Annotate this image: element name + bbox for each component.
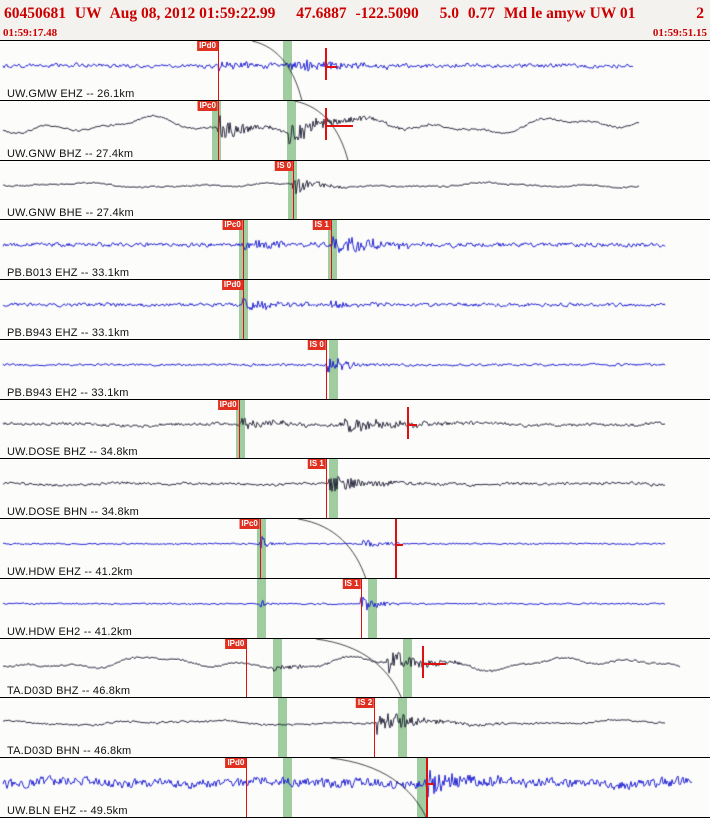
pick-line[interactable]	[217, 41, 219, 100]
trace-row[interactable]: UW.HDW EH2 -- 41.2km IS 1	[0, 578, 710, 639]
page-indicator: 2	[696, 4, 704, 22]
pick-label[interactable]: IPd0	[221, 280, 243, 291]
pick-label[interactable]: IS 1	[342, 578, 361, 589]
station-label: PB.B013 EHZ -- 33.1km	[7, 267, 130, 280]
waveform-canvas[interactable]	[0, 160, 710, 220]
trace-row[interactable]: TA.D03D BHZ -- 46.8km IPd0	[0, 638, 710, 699]
station-label: UW.DOSE BHN -- 34.8km	[7, 506, 139, 519]
depth: 5.0	[439, 4, 460, 22]
pick-label[interactable]: IPd0	[197, 41, 218, 51]
trace-list: UW.GMW EHZ -- 26.1km IPd0 UW.GNW BHZ -- …	[0, 40, 710, 818]
pick-line[interactable]	[330, 220, 332, 280]
trace-row[interactable]: UW.DOSE BHZ -- 34.8km IPd0	[0, 399, 710, 460]
station-label: UW.BLN EHZ -- 49.5km	[7, 804, 128, 817]
pick-line[interactable]	[242, 280, 244, 339]
waveform-canvas[interactable]	[0, 519, 710, 578]
trace-row[interactable]: UW.DOSE BHN -- 34.8km IS 1	[0, 459, 710, 520]
pick-label[interactable]: IPc0	[222, 220, 243, 231]
pick-label[interactable]: IPd0	[225, 638, 247, 649]
trace-row[interactable]: TA.D03D BHN -- 46.8km IS 2	[0, 698, 710, 759]
pick-line[interactable]	[360, 578, 362, 638]
waveform-canvas[interactable]	[0, 459, 710, 519]
trace-row[interactable]: PB.B943 EHZ -- 33.1km IPd0	[0, 280, 710, 340]
coda-flag-bar	[406, 424, 417, 427]
waveform-canvas[interactable]	[0, 698, 710, 758]
waveform-canvas[interactable]	[0, 638, 710, 698]
station-label: PB.B943 EH2 -- 33.1km	[7, 386, 129, 399]
trace-row[interactable]: UW.HDW EHZ -- 41.2km IPc0	[0, 519, 710, 579]
waveform-canvas[interactable]	[0, 41, 710, 100]
coda-flag-bar	[325, 65, 338, 68]
station-label: UW.GNW BHZ -- 27.4km	[7, 147, 134, 160]
coda-flag[interactable]	[421, 645, 424, 679]
window-start-time: 01:59:17.48	[3, 27, 58, 39]
trace-row[interactable]: UW.GNW BHE -- 27.4km IS 0	[0, 160, 710, 221]
pick-label[interactable]: IS 1	[312, 220, 331, 231]
pick-label[interactable]: IPc0	[239, 519, 260, 530]
station-label: UW.HDW EH2 -- 41.2km	[7, 625, 133, 638]
pick-line[interactable]	[242, 220, 244, 280]
pick-label[interactable]: IPd0	[225, 758, 247, 769]
station-label: TA.D03D BHN -- 46.8km	[7, 745, 132, 758]
pick-line[interactable]	[238, 399, 240, 459]
pick-label[interactable]: IS 0	[274, 160, 294, 171]
pick-label[interactable]: IS 0	[307, 339, 326, 350]
coda-flag[interactable]	[394, 519, 397, 578]
time-range-bar: 01:59:17.48 01:59:51.15	[0, 27, 710, 40]
station-label: UW.DOSE BHZ -- 34.8km	[7, 446, 138, 459]
station-label: UW.GMW EHZ -- 26.1km	[7, 87, 135, 100]
station-label: UW.GNW BHE -- 27.4km	[7, 207, 134, 220]
waveform-canvas[interactable]	[0, 758, 710, 817]
event-summary: 60450681 UW Aug 08, 2012 01:59:22.99 47.…	[4, 5, 640, 23]
waveform-canvas[interactable]	[0, 399, 710, 459]
longitude: -122.5090	[355, 4, 419, 22]
origin-time: Aug 08, 2012 01:59:22.99	[109, 4, 276, 22]
event-id: 60450681	[4, 4, 66, 22]
coda-flag[interactable]	[325, 107, 328, 141]
trace-row[interactable]: PB.B943 EH2 -- 33.1km IS 0	[0, 339, 710, 400]
pick-line[interactable]	[246, 758, 248, 817]
pick-label[interactable]: IS 2	[355, 698, 375, 709]
coda-flag[interactable]	[325, 48, 328, 81]
magnitude: 0.77	[467, 4, 496, 22]
event-summary-tail: Md le amyw UW 01	[503, 4, 636, 22]
pick-line[interactable]	[374, 698, 376, 758]
coda-flag-bar	[394, 543, 403, 546]
coda-flag[interactable]	[426, 758, 428, 817]
pick-line[interactable]	[325, 459, 327, 519]
station-label: TA.D03D BHZ -- 46.8km	[7, 685, 131, 698]
pick-label[interactable]: IPd0	[217, 399, 239, 410]
waveform-canvas[interactable]	[0, 220, 710, 280]
pick-label[interactable]: IPc0	[197, 100, 218, 111]
coda-flag-bar	[325, 125, 354, 128]
pick-line[interactable]	[217, 100, 219, 160]
event-header: 60450681 UW Aug 08, 2012 01:59:22.99 47.…	[0, 0, 710, 27]
coda-flag-bar	[426, 782, 434, 785]
pick-label[interactable]: IS 1	[307, 459, 326, 470]
waveform-canvas[interactable]	[0, 339, 710, 399]
waveform-canvas[interactable]	[0, 100, 710, 160]
latitude: 47.6887	[296, 4, 347, 22]
trace-row[interactable]: PB.B013 EHZ -- 33.1km IPc0 IS 1	[0, 220, 710, 281]
station-label: UW.HDW EHZ -- 41.2km	[7, 565, 133, 578]
pick-line[interactable]	[325, 339, 327, 399]
pick-line[interactable]	[293, 160, 295, 220]
trace-row[interactable]: UW.BLN EHZ -- 49.5km IPd0	[0, 758, 710, 818]
trace-row[interactable]: UW.GMW EHZ -- 26.1km IPd0	[0, 41, 710, 101]
network-code: UW	[74, 4, 102, 22]
waveform-canvas[interactable]	[0, 280, 710, 339]
station-label: PB.B943 EHZ -- 33.1km	[7, 326, 130, 339]
coda-flag[interactable]	[406, 406, 409, 439]
coda-flag-bar	[421, 663, 446, 666]
pick-line[interactable]	[246, 638, 248, 698]
trace-row[interactable]: UW.GNW BHZ -- 27.4km IPc0	[0, 100, 710, 161]
window-end-time: 01:59:51.15	[652, 27, 707, 39]
pick-line[interactable]	[259, 519, 261, 578]
